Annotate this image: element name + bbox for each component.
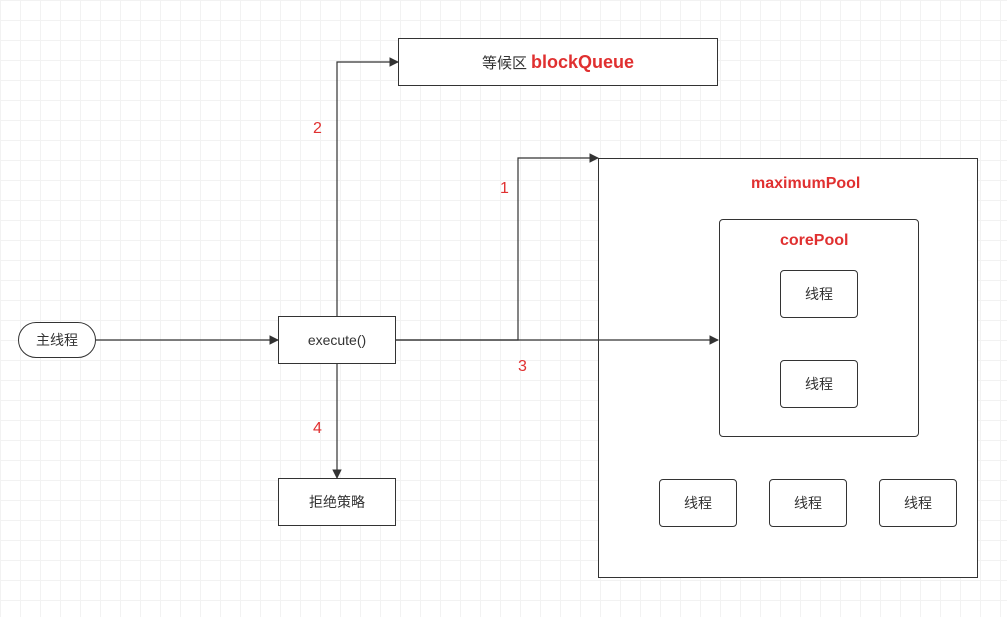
reject-node: 拒绝策略	[278, 478, 396, 526]
max-thread-2: 线程	[769, 479, 847, 527]
edge-label-2: 2	[313, 120, 322, 138]
max-thread-3: 线程	[879, 479, 957, 527]
max-pool-label: maximumPool	[751, 175, 860, 193]
edge-execute-to-pool-top	[396, 158, 598, 340]
core-thread-1: 线程	[780, 270, 858, 318]
core-thread-2: 线程	[780, 360, 858, 408]
block-queue-name: blockQueue	[531, 52, 634, 73]
execute-label: execute()	[308, 332, 366, 348]
main-thread-node: 主线程	[18, 322, 96, 358]
max-thread-2-label: 线程	[794, 493, 822, 513]
edge-execute-to-queue	[337, 62, 398, 316]
core-thread-1-label: 线程	[805, 284, 833, 304]
main-thread-label: 主线程	[36, 330, 78, 350]
edge-label-4: 4	[313, 420, 322, 438]
core-thread-2-label: 线程	[805, 374, 833, 394]
max-thread-3-label: 线程	[904, 493, 932, 513]
edge-label-1: 1	[500, 180, 509, 198]
max-thread-1: 线程	[659, 479, 737, 527]
core-pool-box: corePool 线程 线程	[719, 219, 919, 437]
edge-label-3: 3	[518, 358, 527, 376]
reject-label: 拒绝策略	[309, 492, 365, 512]
max-thread-1-label: 线程	[684, 493, 712, 513]
execute-node: execute()	[278, 316, 396, 364]
block-queue-prefix: 等候区	[482, 52, 527, 73]
block-queue-box: 等候区 blockQueue	[398, 38, 718, 86]
core-pool-label: corePool	[780, 232, 848, 250]
max-pool-box: maximumPool corePool 线程 线程 线程 线程 线程	[598, 158, 978, 578]
